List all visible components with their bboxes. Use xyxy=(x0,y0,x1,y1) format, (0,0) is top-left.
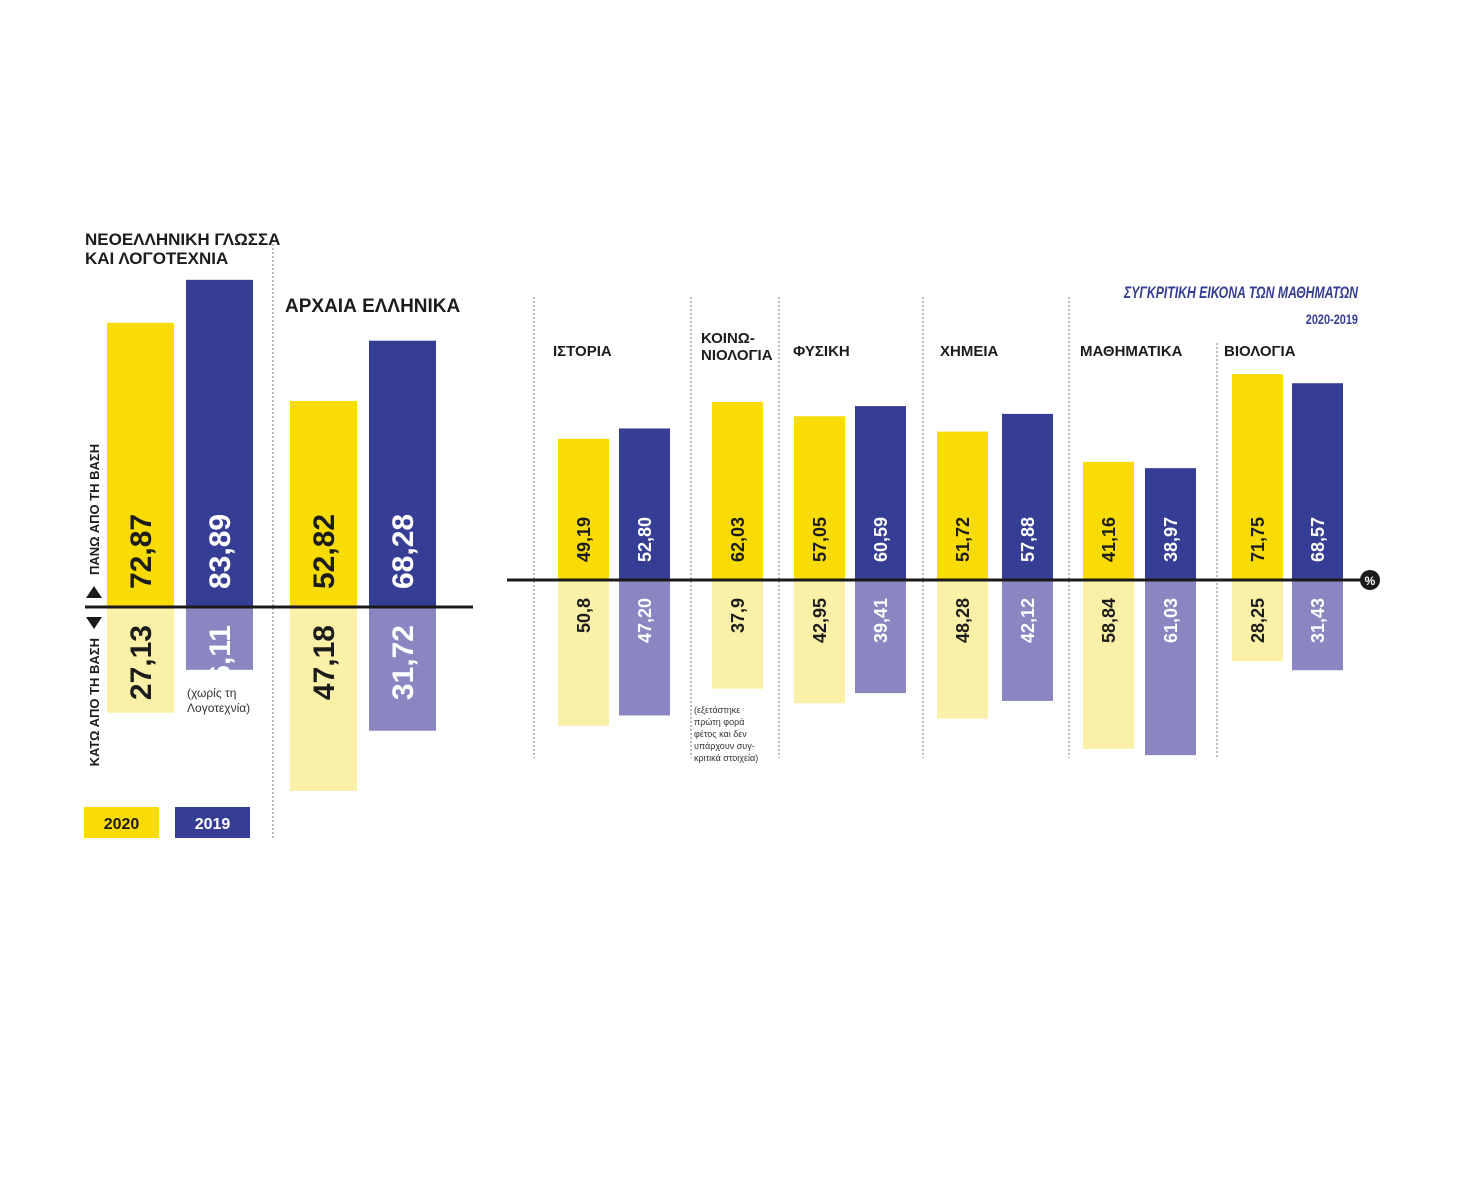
bar-below-2020 xyxy=(1083,580,1134,749)
footnote-text: (χωρίς τη xyxy=(187,686,236,700)
value-label-above: 38,97 xyxy=(1161,517,1181,562)
value-label-below: 42,95 xyxy=(810,598,830,643)
subject-label: ΚΑΙ ΛΟΓΟΤΕΧΝΙΑ xyxy=(85,249,228,268)
percent-symbol: % xyxy=(1365,574,1376,588)
bar-below-2019 xyxy=(369,607,436,731)
bar-above-2020 xyxy=(937,431,988,580)
subject-group: ΦΥΣΙΚΗ 57,05 42,95 60,59 39,41 xyxy=(793,343,906,704)
bar-below-2019 xyxy=(1292,580,1343,671)
bar-below-2020 xyxy=(937,580,988,719)
bar-above-2019 xyxy=(369,340,436,607)
footnote-text: υπάρχουν συγ- xyxy=(694,741,755,751)
subject-label: ΝΙΟΛΟΓΙΑ xyxy=(701,347,773,364)
bar-above-2020 xyxy=(107,322,174,607)
footnote-text: κριτικά στοιχεία) xyxy=(694,753,758,763)
subject-group: ΙΣΤΟΡΙΑ 49,19 50,8 52,80 47,20 xyxy=(553,343,670,726)
legend-swatch-2019 xyxy=(175,807,250,838)
value-label-below: 50,8 xyxy=(574,598,594,633)
value-label-below: 39,41 xyxy=(871,598,891,643)
value-label-above: 52,80 xyxy=(635,517,655,562)
value-label-below: 42,12 xyxy=(1018,598,1038,643)
bar-below-2020 xyxy=(107,607,174,713)
bar-below-2019 xyxy=(619,580,670,716)
value-label-below: 48,28 xyxy=(953,598,973,643)
value-label-above: 60,59 xyxy=(871,517,891,562)
subject-label: ΧΗΜΕΙΑ xyxy=(940,343,999,360)
subject-group: ΑΡΧΑΙΑ ΕΛΛΗΝΙΚΑ 52,82 47,18 68,28 31,72 xyxy=(285,296,461,792)
value-label-below: 47,18 xyxy=(308,625,341,700)
value-label-above: 41,16 xyxy=(1099,517,1119,562)
subject-label: ΙΣΤΟΡΙΑ xyxy=(553,343,612,360)
value-label-above: 52,82 xyxy=(308,514,341,589)
bar-above-2020 xyxy=(558,438,609,580)
subject-group: ΚΟΙΝΩ-ΝΙΟΛΟΓΙΑ 62,03 37,9 (εξετάστηκε πρώτη … xyxy=(694,330,773,763)
axis-label-above: ΠΑΝΩ ΑΠΟ ΤΗ ΒΑΣΗ xyxy=(87,444,102,575)
bar-below-2020 xyxy=(794,580,845,704)
subject-label: ΑΡΧΑΙΑ ΕΛΛΗΝΙΚΑ xyxy=(285,296,461,317)
bar-above-2020 xyxy=(794,416,845,580)
value-label-above: 72,87 xyxy=(125,514,158,589)
subject-label: ΒΙΟΛΟΓΙΑ xyxy=(1224,343,1296,360)
bar-below-2019 xyxy=(1145,580,1196,756)
bar-below-2020 xyxy=(290,607,357,792)
value-label-above: 49,19 xyxy=(574,517,594,562)
value-label-below: 16,11 xyxy=(204,625,237,698)
value-label-below: 61,03 xyxy=(1161,598,1181,643)
legend-label-2019: 2019 xyxy=(195,816,231,833)
subject-label: ΝΕΟΕΛΛΗΝΙΚΗ ΓΛΩΣΣΑ xyxy=(85,230,280,249)
chart-title: ΣΥΓΚΡΙΤΙΚΗ ΕΙΚΟΝΑ ΤΩΝ ΜΑΘΗΜΑΤΩΝ xyxy=(1123,284,1358,302)
bar-above-2020 xyxy=(1232,374,1283,580)
bar-below-2020 xyxy=(1232,580,1283,662)
subject-group: ΒΙΟΛΟΓΙΑ 71,75 28,25 68,57 31,43 xyxy=(1224,343,1343,671)
bar-above-2020 xyxy=(290,401,357,607)
footnote-text: πρώτη φορά xyxy=(694,717,744,727)
bar-above-2019 xyxy=(619,428,670,580)
axis-label-below: ΚΑΤΩ ΑΠΟ ΤΗ ΒΑΣΗ xyxy=(87,638,102,766)
value-label-above: 57,05 xyxy=(810,517,830,562)
subject-label: ΦΥΣΙΚΗ xyxy=(793,343,850,360)
bar-above-2020 xyxy=(1083,461,1134,580)
bar-below-2019 xyxy=(186,607,253,670)
value-label-above: 57,88 xyxy=(1018,517,1038,562)
footnote-text: Λογοτεχνία) xyxy=(187,701,250,715)
value-label-below: 28,25 xyxy=(1248,598,1268,643)
value-label-above: 51,72 xyxy=(953,517,973,562)
chart-subtitle: 2020-2019 xyxy=(1306,312,1358,328)
bar-above-2019 xyxy=(1002,413,1053,580)
bar-below-2019 xyxy=(855,580,906,694)
subject-group: ΧΗΜΕΙΑ 51,72 48,28 57,88 42,12 xyxy=(937,343,1053,719)
value-label-above: 68,57 xyxy=(1308,517,1328,562)
bar-below-2020 xyxy=(712,580,763,689)
bar-above-2019 xyxy=(855,406,906,580)
value-label-below: 27,13 xyxy=(125,625,158,700)
legend-label-2020: 2020 xyxy=(104,816,140,833)
value-label-below: 31,43 xyxy=(1308,598,1328,643)
bar-above-2019 xyxy=(1145,468,1196,580)
value-label-below: 31,72 xyxy=(387,625,420,700)
bar-below-2019 xyxy=(1002,580,1053,701)
bar-above-2020 xyxy=(712,401,763,580)
arrow-down-icon xyxy=(86,617,102,629)
footnote-text: φέτος και δεν xyxy=(694,729,747,739)
value-label-above: 83,89 xyxy=(204,514,237,589)
value-label-above: 62,03 xyxy=(728,517,748,562)
arrow-up-icon xyxy=(86,586,102,598)
value-label-above: 68,28 xyxy=(387,514,420,589)
legend-swatch-2020 xyxy=(84,807,159,838)
bar-below-2020 xyxy=(558,580,609,726)
value-label-below: 37,9 xyxy=(728,598,748,633)
footnote-text: (εξετάστηκε xyxy=(694,705,740,715)
subject-group: ΜΑΘΗΜΑΤΙΚΑ 41,16 58,84 38,97 61,03 xyxy=(1080,343,1196,756)
bar-above-2019 xyxy=(186,279,253,607)
value-label-below: 47,20 xyxy=(635,598,655,643)
bar-above-2019 xyxy=(1292,383,1343,580)
subject-label: ΜΑΘΗΜΑΤΙΚΑ xyxy=(1080,343,1183,360)
value-label-below: 58,84 xyxy=(1099,598,1119,643)
percent-badge xyxy=(1360,570,1380,590)
value-label-above: 71,75 xyxy=(1248,517,1268,562)
subject-label: ΚΟΙΝΩ- xyxy=(701,330,755,347)
